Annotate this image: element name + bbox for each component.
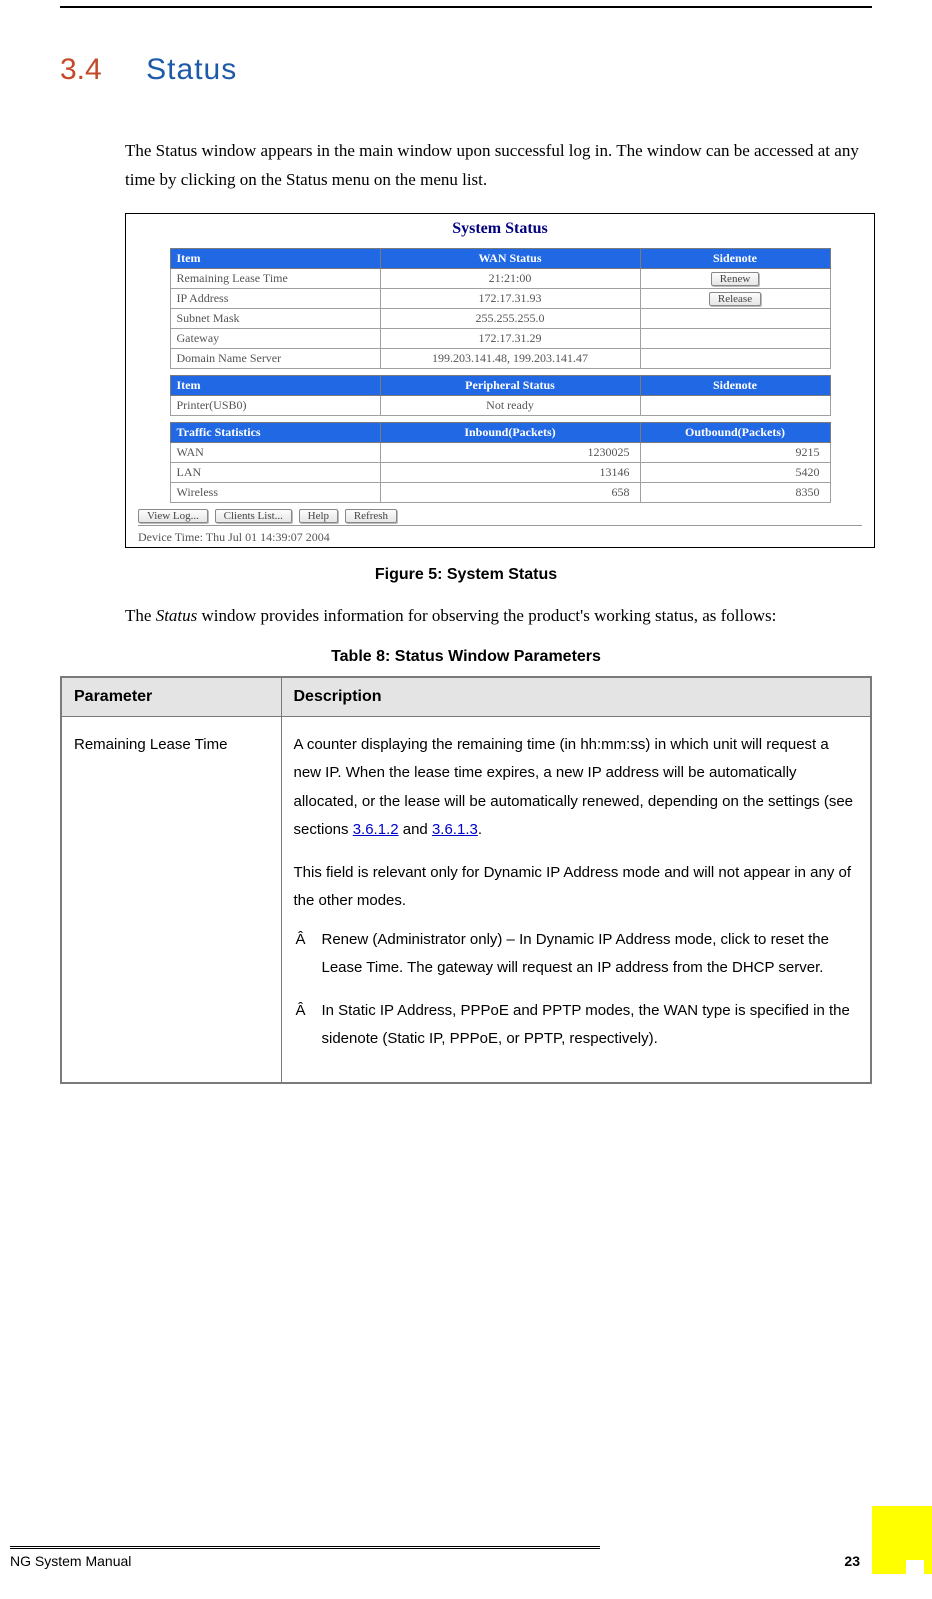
per-th-sidenote: Sidenote bbox=[640, 375, 830, 395]
per-row-item: Printer(USB0) bbox=[170, 395, 380, 415]
traf-th-stats: Traffic Statistics bbox=[170, 422, 380, 442]
wan-row-side: Renew bbox=[640, 268, 830, 288]
traf-row-in: 1230025 bbox=[380, 442, 640, 462]
wan-row-side bbox=[640, 328, 830, 348]
parameters-table: Parameter Description Remaining Lease Ti… bbox=[60, 676, 872, 1084]
traf-th-out: Outbound(Packets) bbox=[640, 422, 830, 442]
wan-row-side: Release bbox=[640, 288, 830, 308]
wan-row-item: IP Address bbox=[170, 288, 380, 308]
traf-row-item: LAN bbox=[170, 462, 380, 482]
traf-row-in: 658 bbox=[380, 482, 640, 502]
traf-row-item: Wireless bbox=[170, 482, 380, 502]
traffic-stats-table: Traffic Statistics Inbound(Packets) Outb… bbox=[170, 422, 831, 503]
desc-p1-c: . bbox=[478, 821, 482, 838]
wan-th-sidenote: Sidenote bbox=[640, 248, 830, 268]
desc-bullet-1: Renew (Administrator only) – In Dynamic … bbox=[294, 926, 859, 983]
peripheral-status-table: Item Peripheral Status Sidenote Printer(… bbox=[170, 375, 831, 416]
desc-p1-b: and bbox=[399, 821, 432, 838]
post-fig-text-1: The bbox=[125, 606, 156, 625]
desc-bullet-list: Renew (Administrator only) – In Dynamic … bbox=[294, 926, 859, 1054]
wan-row-side bbox=[640, 348, 830, 368]
desc-paragraph-2: This field is relevant only for Dynamic … bbox=[294, 859, 859, 916]
link-3613[interactable]: 3.6.1.3 bbox=[432, 821, 478, 838]
device-time-label: Device Time: Thu Jul 01 14:39:07 2004 bbox=[138, 530, 874, 545]
per-row-side bbox=[640, 395, 830, 415]
wan-row-value: 199.203.141.48, 199.203.141.47 bbox=[380, 348, 640, 368]
wan-status-table: Item WAN Status Sidenote Remaining Lease… bbox=[170, 248, 831, 369]
screenshot-button-bar: View Log... Clients List... Help Refresh bbox=[138, 509, 862, 523]
param-name-cell: Remaining Lease Time bbox=[61, 716, 281, 1083]
release-button[interactable]: Release bbox=[709, 292, 761, 306]
post-fig-text-em: Status bbox=[156, 606, 198, 625]
wan-row-value: 255.255.255.0 bbox=[380, 308, 640, 328]
wan-row-side bbox=[640, 308, 830, 328]
view-log-button[interactable]: View Log... bbox=[138, 509, 208, 523]
param-th-parameter: Parameter bbox=[61, 677, 281, 717]
wan-row-value: 21:21:00 bbox=[380, 268, 640, 288]
clients-list-button[interactable]: Clients List... bbox=[215, 509, 292, 523]
param-th-description: Description bbox=[281, 677, 871, 717]
traf-th-in: Inbound(Packets) bbox=[380, 422, 640, 442]
per-th-item: Item bbox=[170, 375, 380, 395]
system-status-screenshot: System Status Item WAN Status Sidenote R… bbox=[125, 213, 875, 548]
post-fig-text-2: window provides information for observin… bbox=[197, 606, 776, 625]
footer-rule bbox=[10, 1546, 600, 1549]
help-button[interactable]: Help bbox=[299, 509, 338, 523]
desc-bullet-2: In Static IP Address, PPPoE and PPTP mod… bbox=[294, 997, 859, 1054]
intro-paragraph: The Status window appears in the main wi… bbox=[125, 137, 872, 195]
per-row-value: Not ready bbox=[380, 395, 640, 415]
refresh-button[interactable]: Refresh bbox=[345, 509, 397, 523]
wan-row-item: Gateway bbox=[170, 328, 380, 348]
link-3612[interactable]: 3.6.1.2 bbox=[353, 821, 399, 838]
screenshot-divider bbox=[138, 525, 862, 526]
renew-button[interactable]: Renew bbox=[711, 272, 760, 286]
wan-row-item: Subnet Mask bbox=[170, 308, 380, 328]
wan-row-item: Domain Name Server bbox=[170, 348, 380, 368]
traf-row-out: 8350 bbox=[640, 482, 830, 502]
traf-row-out: 9215 bbox=[640, 442, 830, 462]
desc-paragraph-1: A counter displaying the remaining time … bbox=[294, 731, 859, 845]
wan-th-item: Item bbox=[170, 248, 380, 268]
screenshot-title: System Status bbox=[126, 220, 874, 238]
top-rule bbox=[60, 6, 872, 8]
page-footer: NG System Manual 23 bbox=[0, 1546, 932, 1569]
wan-row-value: 172.17.31.93 bbox=[380, 288, 640, 308]
traf-row-in: 13146 bbox=[380, 462, 640, 482]
wan-row-item: Remaining Lease Time bbox=[170, 268, 380, 288]
wan-row-value: 172.17.31.29 bbox=[380, 328, 640, 348]
figure-caption: Figure 5: System Status bbox=[60, 566, 872, 584]
table-caption: Table 8: Status Window Parameters bbox=[60, 648, 872, 666]
wan-th-status: WAN Status bbox=[380, 248, 640, 268]
section-title: Status bbox=[146, 53, 237, 87]
page-number: 23 bbox=[844, 1553, 860, 1569]
per-th-status: Peripheral Status bbox=[380, 375, 640, 395]
traf-row-out: 5420 bbox=[640, 462, 830, 482]
section-heading: 3.4 Status bbox=[60, 53, 872, 87]
post-figure-paragraph: The Status window provides information f… bbox=[125, 602, 872, 631]
traf-row-item: WAN bbox=[170, 442, 380, 462]
section-number: 3.4 bbox=[60, 53, 102, 87]
param-desc-cell: A counter displaying the remaining time … bbox=[281, 716, 871, 1083]
footer-manual-name: NG System Manual bbox=[10, 1553, 932, 1569]
corner-mark-icon bbox=[872, 1506, 932, 1574]
